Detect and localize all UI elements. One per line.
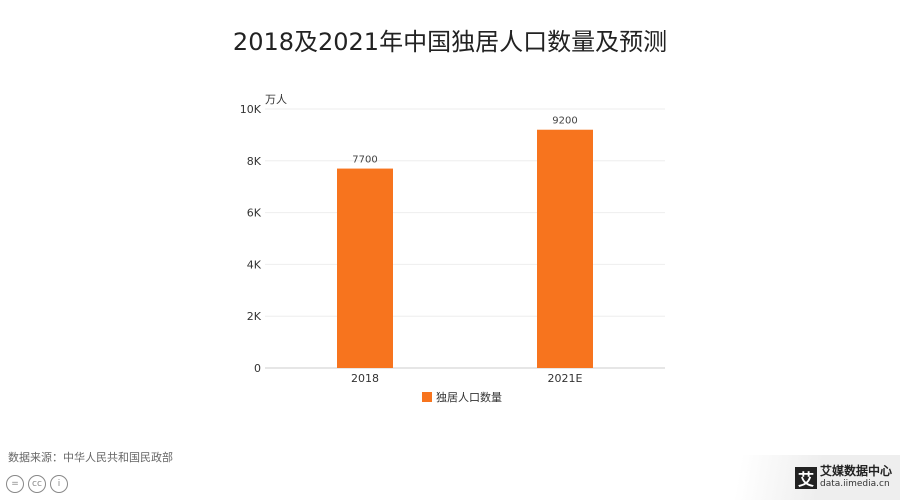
data-label: 9200: [552, 116, 577, 127]
logo-mark: 艾: [794, 466, 817, 489]
bar-2018: [337, 168, 393, 368]
y-tick-label: 2K: [247, 310, 262, 323]
x-tick-label: 2021E: [548, 372, 583, 385]
y-tick-label: 6K: [247, 207, 262, 220]
legend-swatch: [422, 392, 432, 402]
y-tick-label: 4K: [247, 258, 262, 271]
y-tick-label: 8K: [247, 155, 262, 168]
data-label: 7700: [352, 155, 377, 166]
logo-url: data.iimedia.cn: [819, 478, 890, 489]
y-tick-label: 10K: [240, 103, 262, 116]
y-axis-label: 万人: [265, 93, 287, 106]
y-tick-label: 0: [254, 362, 261, 375]
x-tick-label: 2018: [351, 372, 379, 385]
bar-2021E: [537, 129, 593, 368]
license-icons: = cc i: [6, 475, 68, 493]
logo-name: 艾媒数据中心: [819, 463, 892, 478]
legend-label: 独居人口数量: [436, 391, 502, 404]
no-derivatives-icon: =: [6, 475, 24, 493]
attribution-icon: i: [50, 475, 68, 493]
data-source: 数据来源：中华人民共和国民政部: [8, 451, 173, 464]
iimedia-logo: 艾 艾媒数据中心 data.iimedia.cn: [700, 455, 900, 500]
creative-commons-icon: cc: [28, 475, 46, 493]
chart-title: 2018及2021年中国独居人口数量及预测: [232, 28, 668, 56]
